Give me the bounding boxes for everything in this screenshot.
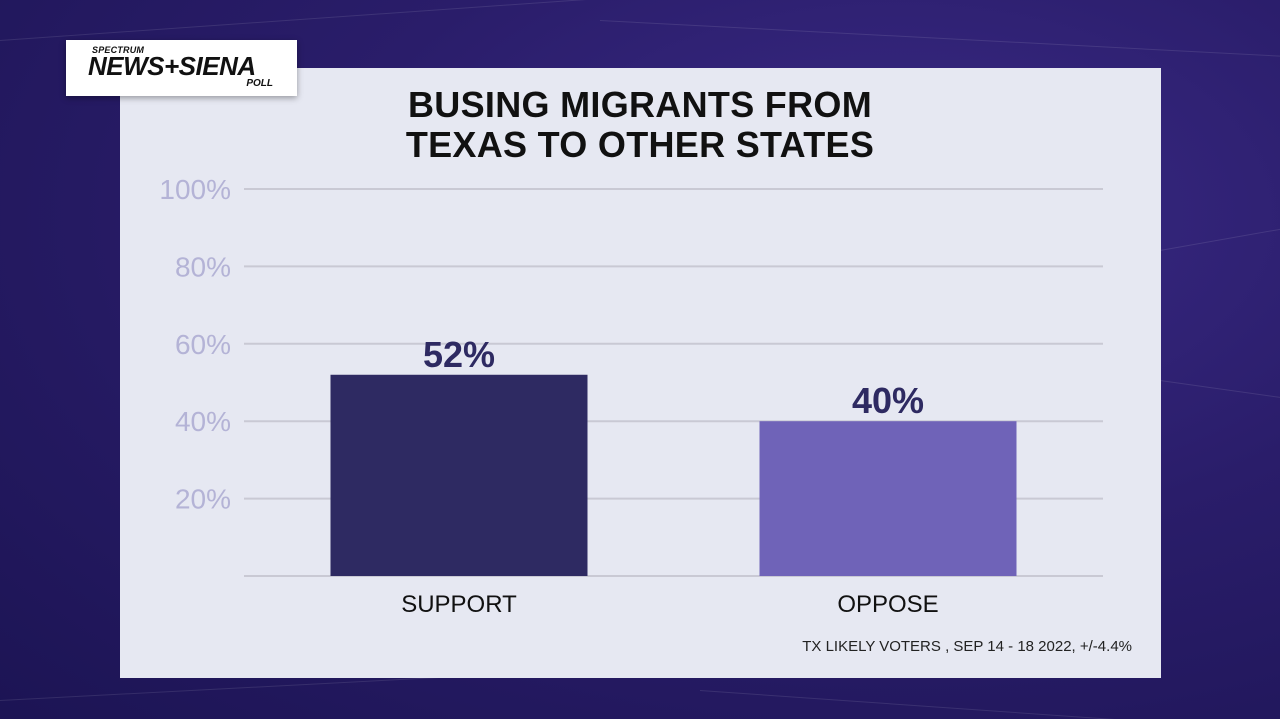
y-tick-label: 20% [175, 484, 231, 515]
logo-news-siena-text: NEWS+SIENA [88, 51, 256, 81]
chart-title: BUSING MIGRANTS FROM TEXAS TO OTHER STAT… [330, 85, 950, 165]
x-category-label: SUPPORT [401, 591, 517, 618]
logo-poll-text: POLL [246, 78, 273, 89]
bar-support [330, 374, 588, 576]
bar-value-label: 52% [423, 334, 495, 375]
footnote: TX LIKELY VOTERS , SEP 14 - 18 2022, +/-… [802, 638, 1132, 655]
spectrum-news-siena-poll-logo: SPECTRUM NEWS+SIENA POLL [66, 40, 297, 96]
x-category-label: OPPOSE [837, 591, 938, 618]
chart-title-line-2: TEXAS TO OTHER STATES [405, 124, 875, 165]
y-tick-label: 100% [159, 174, 231, 205]
chart-title-line-1: BUSING MIGRANTS FROM [408, 84, 872, 125]
logo-spectrum-text: SPECTRUM [92, 45, 145, 55]
bar-oppose [759, 421, 1017, 576]
bar-value-label: 40% [852, 380, 924, 421]
y-tick-label: 60% [175, 329, 231, 360]
y-tick-label: 40% [175, 406, 231, 437]
y-tick-label: 80% [175, 251, 231, 282]
